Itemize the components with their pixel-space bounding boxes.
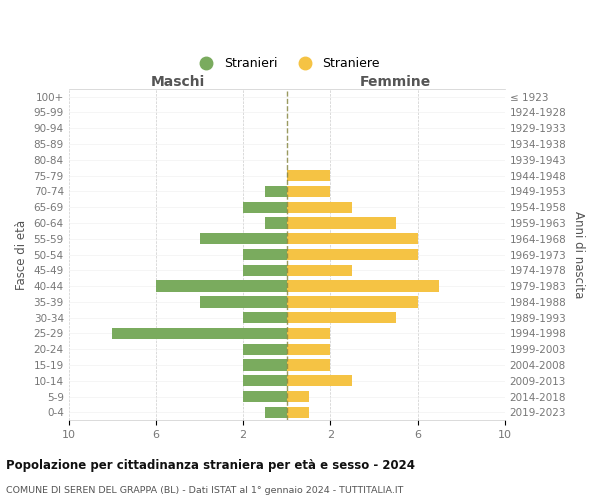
Bar: [287, 360, 331, 370]
Bar: [243, 344, 287, 355]
Text: Maschi: Maschi: [151, 75, 205, 89]
Bar: [287, 375, 352, 386]
Bar: [243, 360, 287, 370]
Bar: [287, 170, 331, 181]
Y-axis label: Anni di nascita: Anni di nascita: [572, 211, 585, 298]
Bar: [200, 296, 287, 308]
Bar: [243, 249, 287, 260]
Y-axis label: Fasce di età: Fasce di età: [15, 220, 28, 290]
Bar: [200, 233, 287, 244]
Bar: [265, 218, 287, 228]
Bar: [265, 186, 287, 197]
Bar: [287, 186, 331, 197]
Bar: [243, 375, 287, 386]
Bar: [287, 391, 308, 402]
Bar: [287, 218, 396, 228]
Bar: [287, 280, 439, 292]
Bar: [287, 264, 352, 276]
Legend: Stranieri, Straniere: Stranieri, Straniere: [189, 52, 385, 75]
Text: Femmine: Femmine: [360, 75, 431, 89]
Bar: [112, 328, 287, 339]
Bar: [287, 202, 352, 213]
Bar: [287, 406, 308, 418]
Bar: [243, 202, 287, 213]
Bar: [287, 328, 331, 339]
Bar: [287, 296, 418, 308]
Text: Popolazione per cittadinanza straniera per età e sesso - 2024: Popolazione per cittadinanza straniera p…: [6, 460, 415, 472]
Bar: [287, 249, 418, 260]
Bar: [287, 312, 396, 324]
Bar: [156, 280, 287, 292]
Text: COMUNE DI SEREN DEL GRAPPA (BL) - Dati ISTAT al 1° gennaio 2024 - TUTTITALIA.IT: COMUNE DI SEREN DEL GRAPPA (BL) - Dati I…: [6, 486, 403, 495]
Bar: [243, 312, 287, 324]
Bar: [243, 264, 287, 276]
Bar: [243, 391, 287, 402]
Bar: [287, 344, 331, 355]
Bar: [287, 233, 418, 244]
Bar: [265, 406, 287, 418]
